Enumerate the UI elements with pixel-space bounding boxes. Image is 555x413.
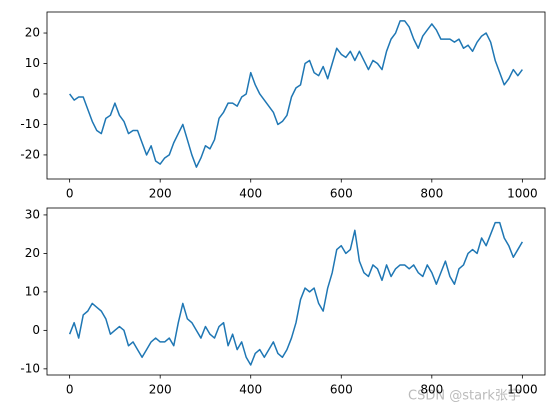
y-tick-label: 20 <box>25 246 40 260</box>
x-tick-label: 600 <box>330 383 353 397</box>
y-tick-label: -20 <box>20 147 40 161</box>
watermark: CSDN @stark张宇 <box>408 389 521 404</box>
plot-area <box>68 221 524 366</box>
x-tick-label: 1000 <box>507 383 538 397</box>
y-tick-label: 0 <box>32 86 40 100</box>
x-tick-label: 200 <box>149 187 172 201</box>
y-tick-label: 0 <box>32 323 40 337</box>
y-tick-label: 20 <box>25 26 40 40</box>
line-series <box>69 20 523 168</box>
y-tick-label: 30 <box>25 207 40 221</box>
y-tick-label: 10 <box>25 56 40 70</box>
x-tick-label: 400 <box>239 383 262 397</box>
plot-area <box>69 20 523 168</box>
axes: 0 200 400 600 800 1000 -20 -10 0 10 20 <box>20 11 546 201</box>
y-tick-label: -10 <box>20 361 40 375</box>
line-series <box>68 221 524 366</box>
y-tick-label: -10 <box>20 117 40 131</box>
x-tick-label: 0 <box>66 383 74 397</box>
x-tick-label: 0 <box>66 187 74 201</box>
x-tick-label: 200 <box>149 383 172 397</box>
x-tick-label: 800 <box>420 187 443 201</box>
axes-frame <box>46 207 546 376</box>
axes-frame <box>46 11 546 180</box>
x-tick-label: 400 <box>239 187 262 201</box>
x-tick-label: 600 <box>330 187 353 201</box>
x-tick-label: 1000 <box>507 187 538 201</box>
axes: 0 200 400 600 800 1000 -10 0 10 20 30 <box>20 207 546 397</box>
x-tick-label: 800 <box>420 383 443 397</box>
y-tick-label: 10 <box>25 284 40 298</box>
